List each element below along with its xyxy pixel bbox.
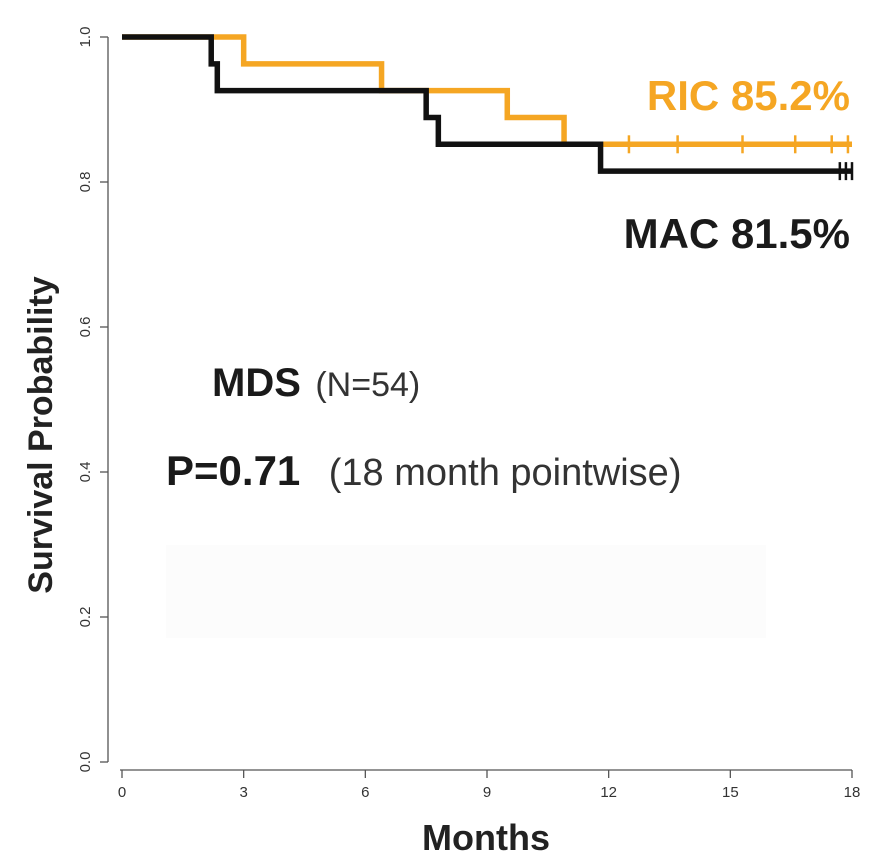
y-axis-ticks: 0.0 0.2 0.4 0.6 0.8 1.0 [77, 27, 108, 773]
x-tick-label: 3 [239, 784, 247, 801]
faint-placeholder-band [166, 545, 766, 638]
group-n: (N=54) [315, 366, 420, 404]
mac-survival-curve [122, 34, 852, 174]
y-tick-label: 0.6 [77, 317, 94, 338]
x-axis-ticks: 0 3 6 9 12 15 18 [118, 770, 861, 801]
y-tick-label: 1.0 [77, 27, 94, 48]
y-axis-title: Survival Probability [22, 276, 60, 594]
p-value-annotation: P=0.71 (18 month pointwise) [166, 447, 681, 494]
x-tick-label: 6 [361, 784, 369, 801]
x-tick-label: 0 [118, 784, 126, 801]
y-tick-label: 0.8 [77, 172, 94, 193]
p-value-note: (18 month pointwise) [329, 452, 682, 494]
ric-survival-label: RIC 85.2% [647, 72, 850, 119]
series-layer [122, 34, 854, 181]
y-tick-label: 0.0 [77, 752, 94, 773]
mac-survival-label: MAC 81.5% [624, 210, 850, 257]
x-tick-label: 15 [722, 784, 739, 801]
y-tick-label: 0.4 [77, 462, 94, 483]
y-tick-label: 0.2 [77, 607, 94, 628]
p-value: P=0.71 [166, 447, 300, 494]
x-axis-title: Months [422, 817, 550, 855]
x-tick-label: 9 [483, 784, 491, 801]
group-annotation: MDS (N=54) [212, 361, 420, 405]
group-label: MDS [212, 361, 301, 405]
ric-survival-curve [122, 34, 852, 148]
x-tick-label: 12 [600, 784, 617, 801]
x-tick-label: 18 [844, 784, 861, 801]
